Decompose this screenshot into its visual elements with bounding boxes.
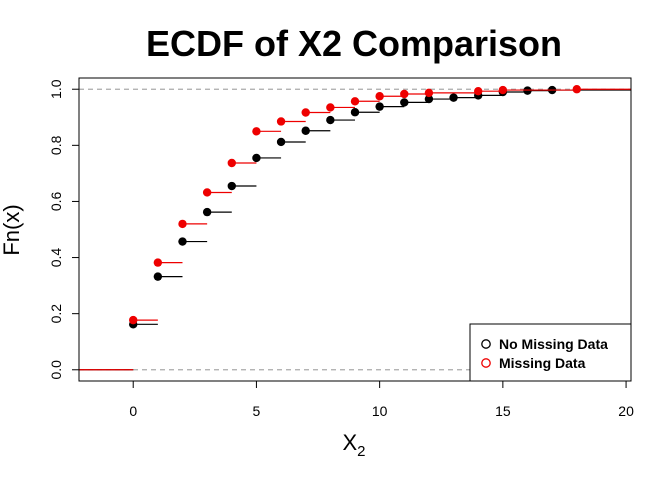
ecdf-point [326,115,335,125]
x-tick-label: 15 [495,403,511,419]
ecdf-point [153,272,163,281]
y-axis: 0.0 0.2 0.4 0.6 0.8 1.0 [48,79,79,380]
ecdf-point [227,158,236,168]
y-tick-label: 0.6 [48,192,64,212]
y-tick-label: 0.2 [48,304,64,324]
ecdf-point [252,127,261,136]
ecdf-point [202,188,212,197]
chart-title: ECDF of X2 Comparison [146,23,562,64]
ecdf-point [375,92,384,101]
ecdf-point [375,102,384,111]
ecdf-point [424,94,434,104]
x-axis-label-subscript: 2 [357,443,365,460]
ecdf-point [301,108,310,117]
legend-marker-no-missing [481,339,491,349]
legend-label-no-missing: No Missing Data [499,336,608,352]
y-axis-label: Fn(x) [0,204,24,255]
ecdf-point [178,237,187,246]
plot-area [79,85,631,371]
ecdf-point [276,117,286,126]
x-tick-label: 10 [372,403,388,419]
legend: No Missing Data Missing Data [469,323,632,382]
x-tick-label: 5 [253,403,261,419]
ecdf-point [400,89,409,99]
series-0 [79,85,631,371]
ecdf-point [178,219,187,229]
x-axis: 0 5 10 15 20 [129,380,634,419]
series-1 [79,85,631,371]
ecdf-point [153,258,163,267]
ecdf-point [572,85,581,94]
ecdf-point [301,126,310,135]
ecdf-point [350,97,360,106]
legend-label-missing: Missing Data [499,355,586,371]
x-tick-label: 20 [618,403,634,419]
y-tick-label: 0.0 [48,360,64,380]
legend-marker-missing [481,358,491,368]
ecdf-point [400,98,409,107]
ecdf-point [252,153,261,163]
ecdf-point [474,86,483,96]
ecdf-point [424,88,434,98]
ecdf-point [350,108,360,117]
ecdf-point [498,85,508,95]
y-tick-label: 0.8 [48,135,64,155]
ecdf-point [449,93,458,102]
ecdf-point [227,181,236,191]
ecdf-point [326,103,335,112]
ecdf-point [276,137,286,147]
legend-box [469,323,632,382]
y-tick-label: 0.4 [48,248,64,268]
x-axis-label-main: X [342,430,357,455]
x-tick-label: 0 [129,403,137,419]
y-tick-label: 1.0 [48,79,64,99]
ecdf-point [129,315,138,325]
x-axis-label: X2 [342,430,365,460]
ecdf-point [202,207,212,217]
